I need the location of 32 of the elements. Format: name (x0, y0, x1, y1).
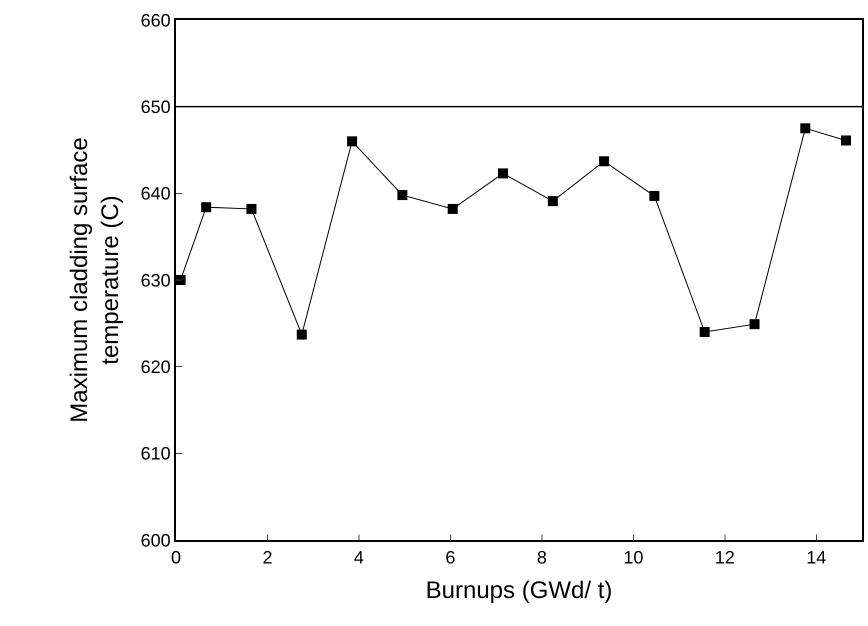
point (347, 136, 358, 146)
point (649, 190, 660, 201)
point (201, 202, 212, 212)
x-tick-label: 8 (536, 547, 547, 568)
y-tick-label: 620 (140, 356, 171, 377)
point (750, 319, 760, 330)
point (548, 196, 558, 206)
y-tick-label: 650 (140, 96, 171, 117)
x-tick-label: 10 (623, 547, 644, 568)
x-tick-label: 14 (806, 547, 826, 568)
x-tick-label: 6 (445, 547, 456, 568)
y-axis-title: Maximum cladding surface temperature (C) (66, 137, 124, 423)
x-tick-label: 12 (714, 547, 735, 568)
x-tick-label: 0 (170, 547, 182, 568)
point (800, 123, 810, 134)
y-tick-label: 630 (140, 270, 171, 290)
x-tick-label: 2 (262, 547, 272, 568)
point (448, 204, 458, 214)
point (840, 135, 851, 146)
point (498, 168, 508, 178)
y-tick-label: 600 (140, 530, 171, 550)
x-tick-label: 4 (354, 547, 364, 568)
point (700, 327, 710, 337)
y-tick-label: 640 (140, 184, 171, 204)
y-tick-label: 610 (140, 444, 171, 464)
x-axis-title: Burnups (GWd/ t) (426, 577, 612, 604)
point (397, 190, 408, 200)
point (599, 156, 610, 166)
y-tick-label: 660 (140, 10, 171, 30)
point (176, 275, 186, 285)
point (246, 204, 256, 214)
point (296, 330, 307, 340)
